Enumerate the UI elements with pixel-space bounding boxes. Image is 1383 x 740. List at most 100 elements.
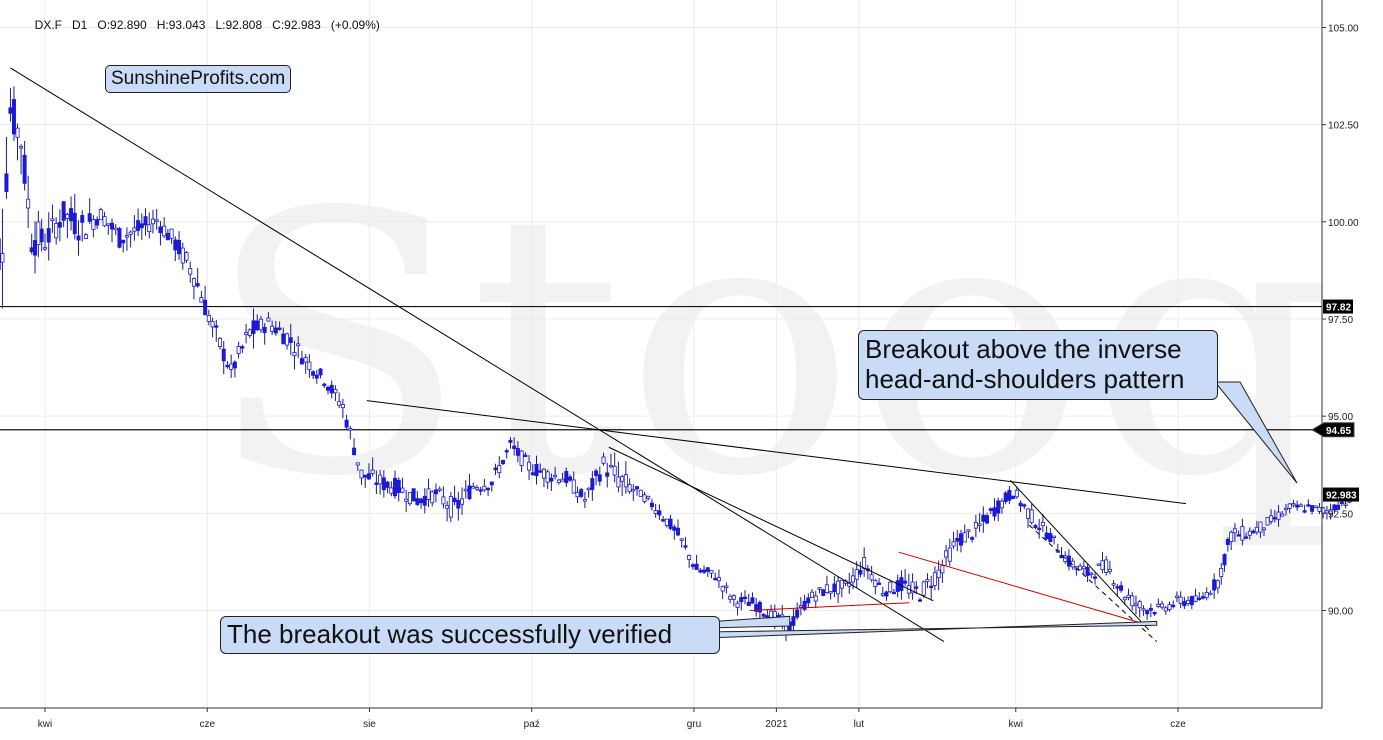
candle-body (1029, 509, 1034, 523)
candle-body (240, 346, 245, 349)
candle-body (743, 596, 748, 600)
candle-body (977, 523, 982, 526)
candle-body (694, 563, 699, 570)
candle-body (258, 318, 263, 331)
candle-body (675, 527, 680, 536)
candle-body (463, 488, 468, 492)
candle-body (932, 572, 937, 586)
candle-body (87, 213, 92, 222)
candle-body (947, 547, 952, 562)
candle-body (832, 583, 837, 593)
candle-body (400, 487, 405, 493)
candle-body (716, 577, 721, 582)
candle-body (728, 595, 733, 600)
candle-body (136, 220, 141, 231)
candle-body (1236, 534, 1241, 537)
candle-body (523, 454, 528, 457)
candle-body (1133, 603, 1138, 606)
candle-body (247, 329, 252, 336)
candle-body (869, 574, 874, 581)
verified-callout: The breakout was successfully verified (220, 616, 720, 654)
x-tick-label: paź (524, 719, 540, 730)
candle-body (795, 609, 800, 618)
candle-body (1197, 597, 1202, 600)
candle-body (724, 585, 729, 588)
candle-body (750, 597, 755, 604)
candle-body (292, 352, 297, 357)
y-tick-label: 100.00 (1328, 218, 1359, 229)
candle-body (69, 208, 74, 222)
candle-body (512, 445, 517, 449)
candle-body (914, 586, 919, 589)
trendline (10, 67, 945, 643)
candle-body (203, 299, 208, 316)
candle-body (1302, 510, 1307, 513)
candle-body (1141, 608, 1146, 611)
candle-body (884, 591, 889, 597)
breakout-callout: Breakout above the inverse head-and-shou… (858, 330, 1218, 400)
candle-body (996, 500, 1001, 514)
candle-body (206, 315, 211, 322)
candle-body (1310, 505, 1315, 512)
candle-body (1152, 611, 1157, 615)
candle-body (1174, 595, 1179, 598)
candle-body (296, 343, 301, 347)
candle-body (929, 585, 934, 589)
candle-body (1018, 502, 1023, 507)
candle-body (958, 533, 963, 546)
candle-body (110, 222, 115, 230)
candle-body (493, 467, 498, 471)
candle-body (236, 346, 241, 355)
candle-body (877, 582, 882, 585)
breakout-pointer (1213, 381, 1298, 484)
candle-body (314, 374, 319, 379)
candle-body (325, 386, 330, 391)
candle-body (1044, 532, 1049, 540)
interval: D1 (72, 18, 88, 32)
candle-body (1254, 526, 1259, 533)
candle-body (798, 605, 803, 608)
candle-body (177, 239, 182, 255)
candle-body (891, 591, 896, 595)
candle-body (389, 487, 394, 494)
candle-body (80, 215, 85, 223)
candle-body (426, 488, 431, 500)
candle-body (541, 468, 546, 479)
candle-body (404, 498, 409, 502)
candle-body (564, 471, 569, 483)
low-value: L:92.808 (215, 18, 263, 32)
candle-body (1201, 596, 1206, 599)
candle-body (1324, 510, 1329, 514)
candle-body (4, 173, 9, 192)
candle-body (1306, 504, 1311, 507)
candle-body (303, 357, 308, 363)
x-tick-label: cze (1170, 719, 1186, 730)
candle-body (229, 363, 234, 370)
candle-body (836, 580, 841, 595)
candle-body (214, 325, 219, 328)
trendline (608, 446, 934, 602)
candle-body (623, 474, 628, 488)
candle-body (169, 228, 174, 239)
candle-body (407, 491, 412, 505)
candle-body (244, 332, 249, 336)
candle-body (1328, 509, 1333, 514)
candle-body (1265, 517, 1270, 526)
candle-body (813, 595, 818, 602)
candle-body (828, 591, 833, 594)
candle-body (180, 247, 185, 264)
candle-body (344, 419, 349, 428)
candle-body (683, 545, 688, 548)
candle-body (862, 557, 867, 569)
y-tick-label: 102.50 (1328, 121, 1359, 132)
price-tag-bg (1323, 487, 1359, 502)
candle-body (1298, 504, 1303, 507)
candle-body (419, 498, 424, 504)
callout-pointers (705, 381, 1298, 639)
candle-body (1186, 600, 1191, 604)
candle-body (757, 602, 762, 613)
candle-body (1336, 504, 1341, 510)
candle-body (98, 209, 103, 221)
candle-body (124, 235, 129, 238)
candle-body (255, 320, 260, 331)
